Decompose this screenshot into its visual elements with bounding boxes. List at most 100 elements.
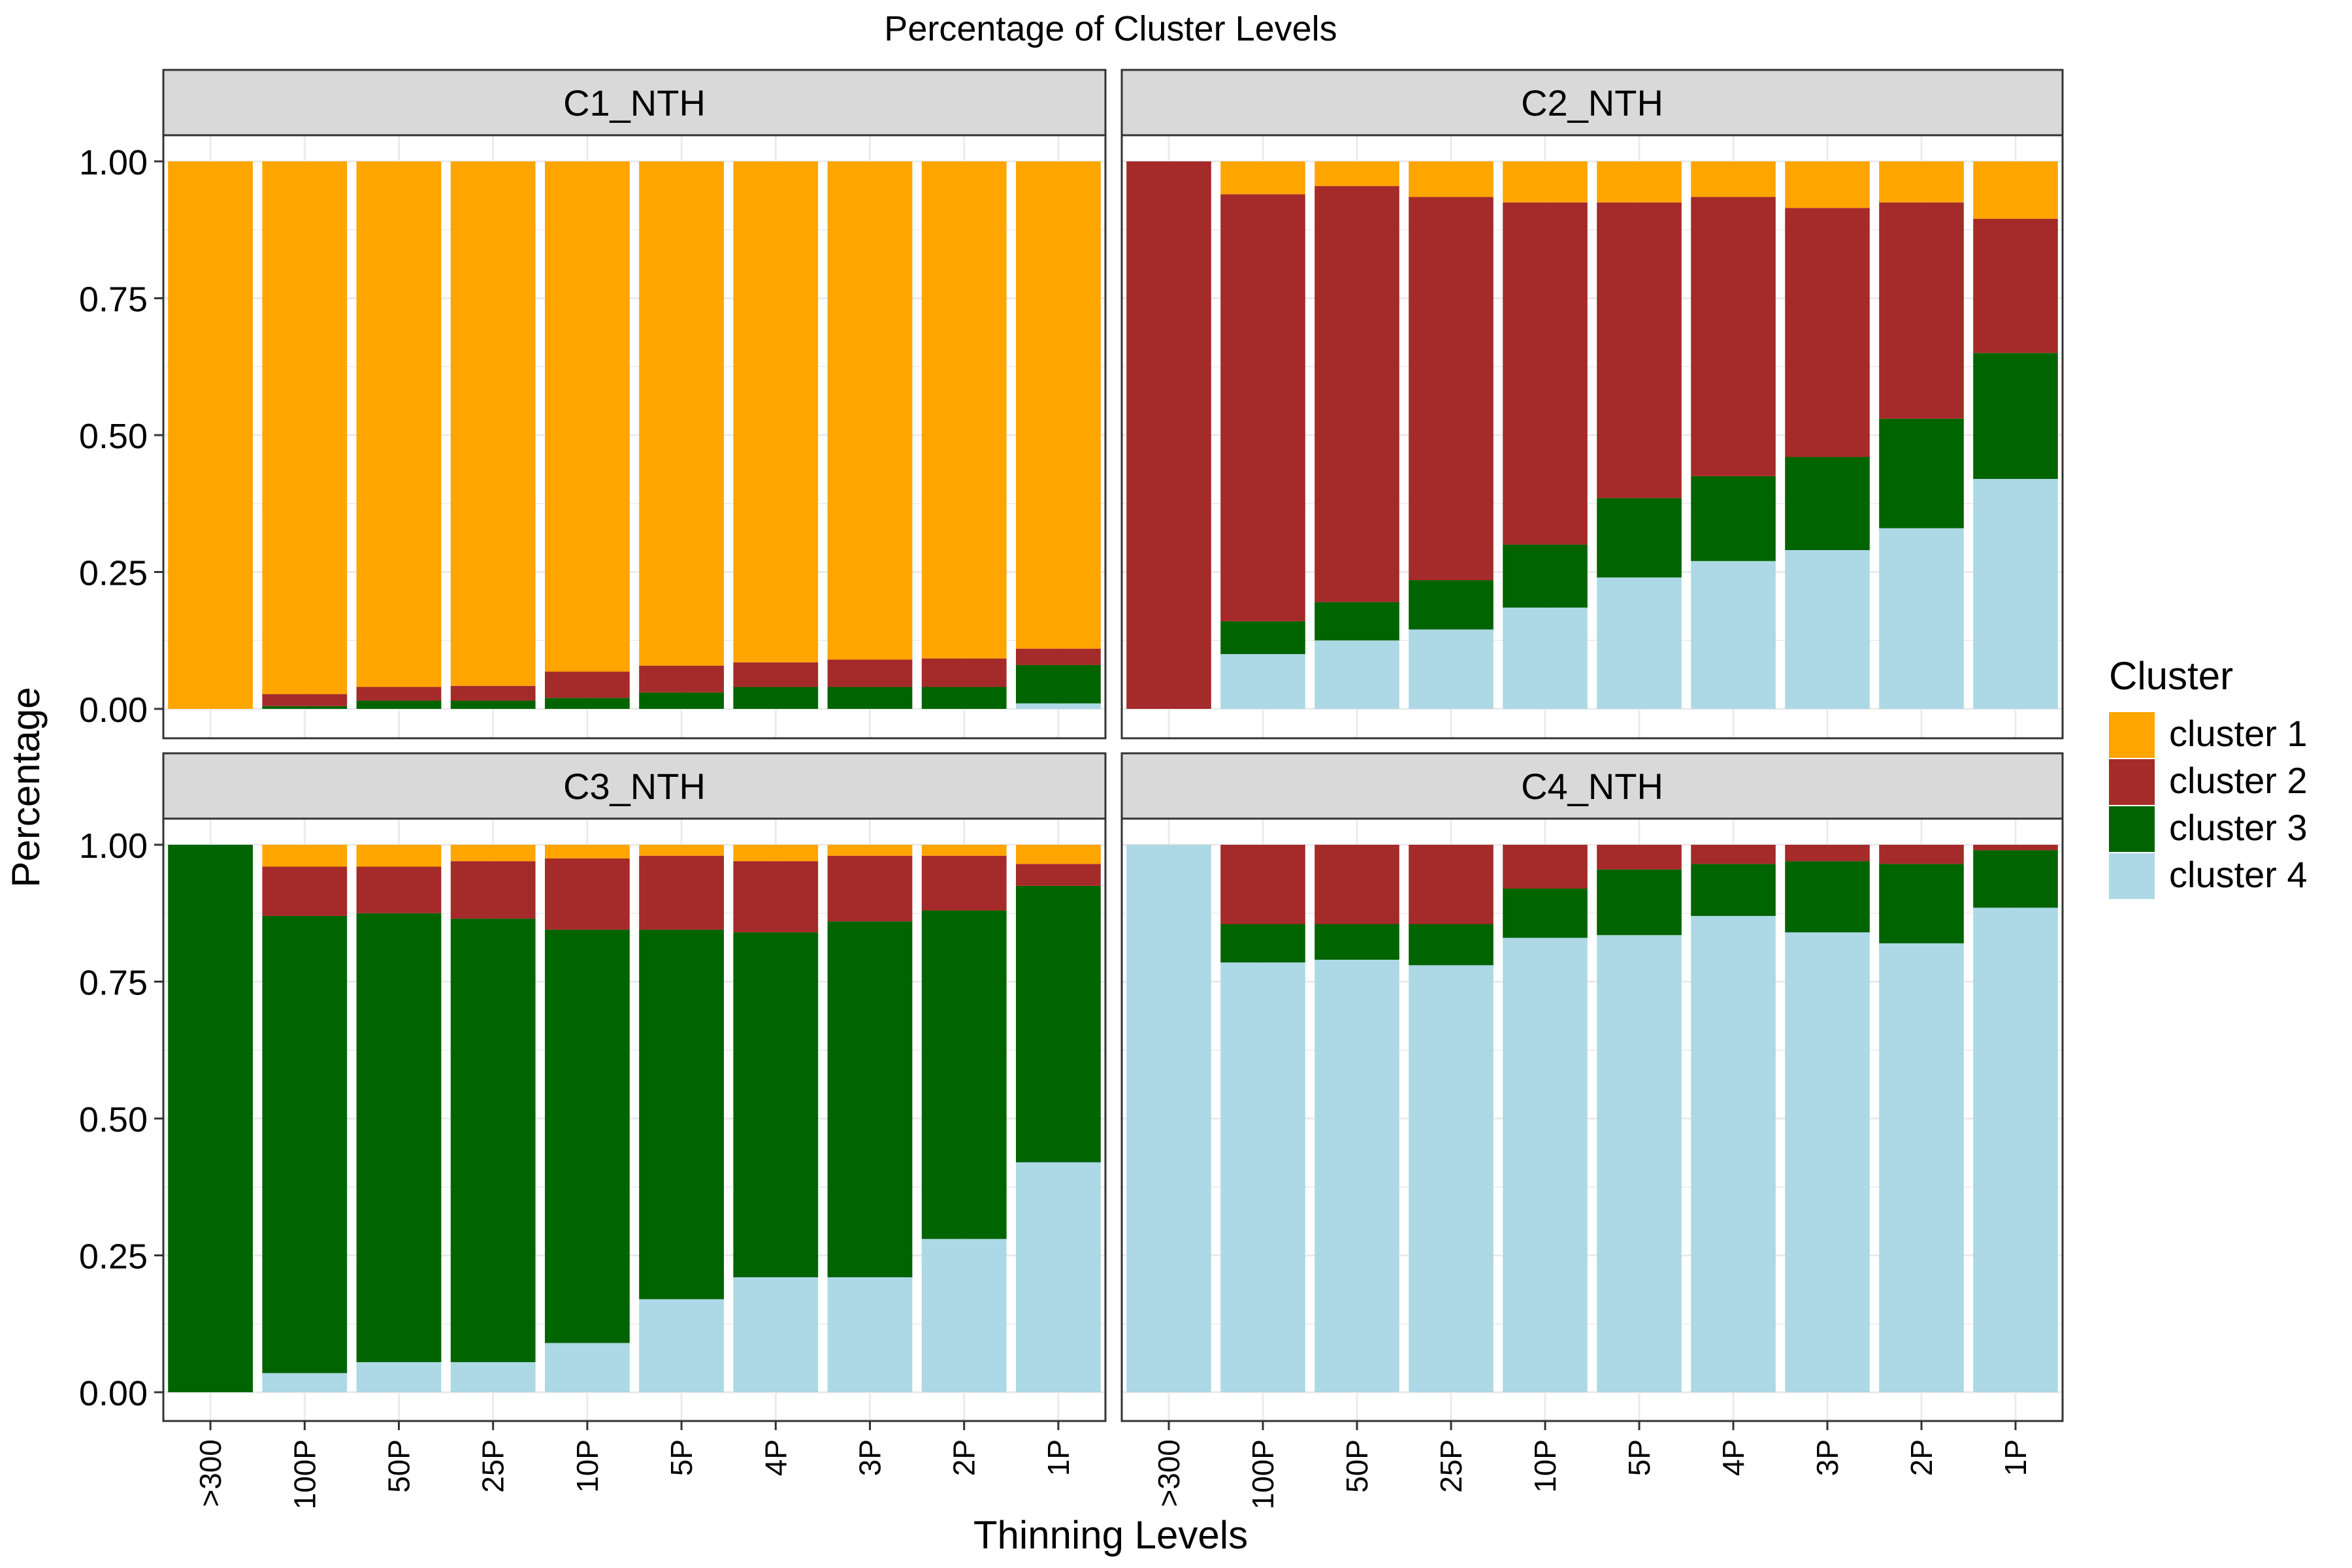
- x-axis-ticks: >300 100P 50P 25P 10P 5P 4P 3P 2P 1P >300 100P 50P 25…: [193, 1421, 2033, 1509]
- bar-segment-cluster-2-3P: [827, 855, 913, 922]
- facet-title: C4_NTH: [1521, 766, 1663, 807]
- bar-segment-cluster-4-4P: [1691, 915, 1776, 1392]
- bar-segment-cluster-2-1P: [1973, 845, 2058, 851]
- bar-segment-cluster-3-10P: [545, 929, 630, 1343]
- bar-segment-cluster-4-3P: [827, 1277, 913, 1392]
- bar-segment-cluster-3-25P: [1409, 924, 1494, 966]
- bar-segment-cluster-1-100P: [262, 161, 348, 694]
- bar-segment-cluster-1-100P: [1220, 161, 1305, 195]
- bar-segment-cluster-3-3P: [827, 921, 913, 1278]
- facet-title: C3_NTH: [563, 766, 706, 807]
- x-tick-label: 50P: [1340, 1439, 1374, 1493]
- bar-segment-cluster-2-100P: [262, 694, 348, 706]
- bar-segment-cluster-3-10P: [1503, 889, 1588, 938]
- bar-segment-cluster-2-3P: [1785, 845, 1870, 862]
- bar-segment-cluster-4-4P: [1691, 561, 1776, 709]
- bar-segment-cluster-3-10P: [545, 698, 630, 709]
- legend-key-c3: [2109, 806, 2155, 852]
- bar-segment-cluster-4-5P: [639, 1299, 724, 1392]
- bar-segment-cluster-1-10P: [545, 161, 630, 672]
- x-tick-label: 3P: [1810, 1439, 1844, 1476]
- facet-C4_NTH: C4_NTH: [1120, 752, 2064, 1422]
- x-tick-label: 100P: [1246, 1439, 1280, 1509]
- bar-segment-cluster-4-10P: [1503, 938, 1588, 1392]
- bar-segment-cluster-2-25P: [450, 685, 536, 701]
- facet-panels: C1_NTH C2_NTH C3_NTH C4_NTH: [162, 69, 2064, 1422]
- bar-segment-cluster-2-1P: [1973, 218, 2058, 353]
- chart-title: Percentage of Cluster Levels: [884, 9, 1337, 48]
- bar-segment-cluster-2->300: [1126, 161, 1211, 709]
- facet-strip: [1120, 752, 2064, 820]
- bar-segment-cluster-3-2P: [1879, 418, 1964, 529]
- y-axis-title: Percentage: [4, 687, 48, 888]
- bar-segment-cluster-4-2P: [1879, 943, 1964, 1392]
- bar-segment-cluster-2-1P: [1016, 648, 1101, 665]
- bar-segment-cluster-2-1P: [1016, 864, 1101, 886]
- bar-segment-cluster-2-50P: [356, 687, 442, 701]
- bar-segment-cluster-3-1P: [1016, 664, 1101, 704]
- bar-segment-cluster-3-5P: [639, 692, 724, 709]
- bar-segment-cluster-3-3P: [1785, 861, 1870, 933]
- bar-segment-cluster-3-5P: [1597, 869, 1682, 936]
- x-tick-label: 10P: [570, 1439, 604, 1493]
- x-tick-label: 50P: [382, 1439, 416, 1493]
- bar-segment-cluster-4-25P: [1409, 629, 1494, 709]
- bar-segment-cluster-1-2P: [921, 845, 1007, 856]
- bar-segment-cluster-1-50P: [356, 845, 442, 867]
- x-tick-label: 3P: [853, 1439, 887, 1476]
- facet-strip: [1120, 69, 2064, 137]
- bar-segment-cluster-1-50P: [356, 161, 442, 687]
- bar-segment-cluster-2-2P: [1879, 202, 1964, 419]
- bar-segment-cluster-1-5P: [639, 161, 724, 666]
- bar-segment-cluster-1-1P: [1016, 161, 1101, 649]
- bar-segment-cluster-4-25P: [450, 1362, 536, 1392]
- bar-segment-cluster-1-25P: [450, 161, 536, 686]
- legend: Cluster cluster 1 cluster 2 cluster 3 clust…: [2109, 654, 2308, 899]
- bar-segment-cluster-3-25P: [450, 700, 536, 709]
- bar-segment-cluster-3-1P: [1016, 885, 1101, 1163]
- bar-segment-cluster-2-10P: [1503, 202, 1588, 545]
- x-tick-label: 4P: [1716, 1439, 1750, 1476]
- bar-segment-cluster-3-50P: [356, 913, 442, 1362]
- bar-segment-cluster-4-1P: [1016, 1162, 1101, 1392]
- bar-segment-cluster-1-3P: [827, 845, 913, 856]
- bar-segment-cluster-4-5P: [1597, 935, 1682, 1392]
- bar-segment-cluster-3-2P: [1879, 864, 1964, 943]
- x-tick-label: 1P: [1999, 1439, 2033, 1476]
- legend-label-c4: cluster 4: [2169, 854, 2308, 895]
- bar-segment-cluster-1-10P: [545, 845, 630, 858]
- bar-segment-cluster-3-3P: [827, 687, 913, 709]
- bar-segment-cluster-1-10P: [1503, 161, 1588, 203]
- bar-segment-cluster-1->300: [168, 161, 253, 709]
- bar-segment-cluster-4-100P: [1220, 962, 1305, 1392]
- y-tick-label: 0.25: [79, 1237, 148, 1277]
- bar-segment-cluster-4-10P: [1503, 607, 1588, 709]
- bars: [1126, 161, 2058, 709]
- legend-title: Cluster: [2109, 654, 2233, 698]
- bar-segment-cluster-3-2P: [921, 687, 1007, 709]
- bar-segment-cluster-2-25P: [450, 861, 536, 919]
- bar-segment-cluster-1-1P: [1973, 161, 2058, 219]
- bar-segment-cluster-2-4P: [733, 662, 819, 687]
- bar-segment-cluster-2-5P: [639, 855, 724, 930]
- x-tick-label: 25P: [1434, 1439, 1468, 1493]
- bar-segment-cluster-4-3P: [1785, 549, 1870, 709]
- x-tick-label: 2P: [1904, 1439, 1938, 1476]
- facet-title: C2_NTH: [1521, 82, 1663, 123]
- bar-segment-cluster-3-25P: [450, 919, 536, 1362]
- bar-segment-cluster-2-2P: [1879, 845, 1964, 864]
- y-tick-label: 0.75: [79, 280, 148, 319]
- bar-segment-cluster-3-2P: [921, 910, 1007, 1239]
- x-tick-label: 2P: [947, 1439, 981, 1476]
- bar-segment-cluster-3-100P: [262, 706, 348, 709]
- bar-segment-cluster-2-2P: [921, 658, 1007, 687]
- bars: [168, 845, 1101, 1392]
- bar-segment-cluster-3-25P: [1409, 580, 1494, 630]
- bar-segment-cluster-2-3P: [827, 659, 913, 687]
- y-tick-label: 0.25: [79, 554, 148, 593]
- bar-segment-cluster-1-1P: [1016, 845, 1101, 864]
- bar-segment-cluster-2-5P: [1597, 202, 1682, 498]
- bar-segment-cluster-2-5P: [639, 665, 724, 693]
- bar-segment-cluster-1-4P: [1691, 161, 1776, 197]
- bar-segment-cluster-1-4P: [733, 845, 819, 862]
